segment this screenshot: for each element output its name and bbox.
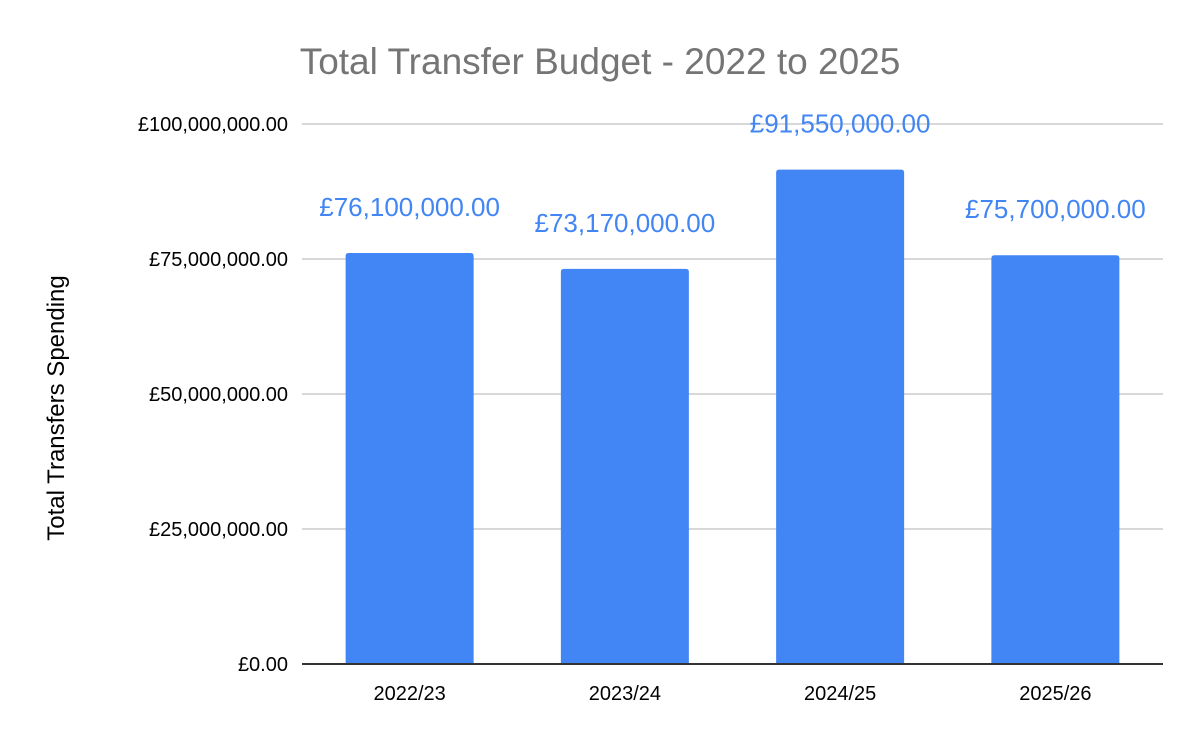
- chart-title: Total Transfer Budget - 2022 to 2025: [300, 41, 901, 82]
- y-tick-label: £25,000,000.00: [149, 519, 288, 541]
- y-axis-ticks: £0.00 £25,000,000.00 £50,000,000.00 £75,000…: [138, 114, 288, 676]
- y-tick-label: £100,000,000.00: [138, 114, 288, 136]
- data-label: £73,170,000.00: [535, 208, 716, 238]
- x-tick-label: 2023/24: [589, 683, 661, 705]
- data-label: £91,550,000.00: [750, 109, 931, 139]
- bar-2022-23: [345, 253, 474, 664]
- bars: [345, 169, 1120, 664]
- data-labels: £76,100,000.00 £73,170,000.00 £91,550,000.…: [319, 109, 1145, 238]
- data-label: £76,100,000.00: [319, 192, 500, 222]
- data-label: £75,700,000.00: [965, 194, 1146, 224]
- x-tick-label: 2022/23: [373, 683, 445, 705]
- y-tick-label: £75,000,000.00: [149, 249, 288, 271]
- y-tick-label: £50,000,000.00: [149, 384, 288, 406]
- x-tick-label: 2024/25: [804, 683, 876, 705]
- x-axis-ticks: 2022/23 2023/24 2024/25 2025/26: [373, 683, 1091, 705]
- y-tick-label: £0.00: [238, 654, 288, 676]
- bar-2023-24: [560, 268, 689, 664]
- x-tick-label: 2025/26: [1019, 683, 1091, 705]
- y-axis-label: Total Transfers Spending: [43, 275, 70, 541]
- bar-2025-26: [991, 255, 1120, 664]
- bar-2024-25: [776, 169, 905, 664]
